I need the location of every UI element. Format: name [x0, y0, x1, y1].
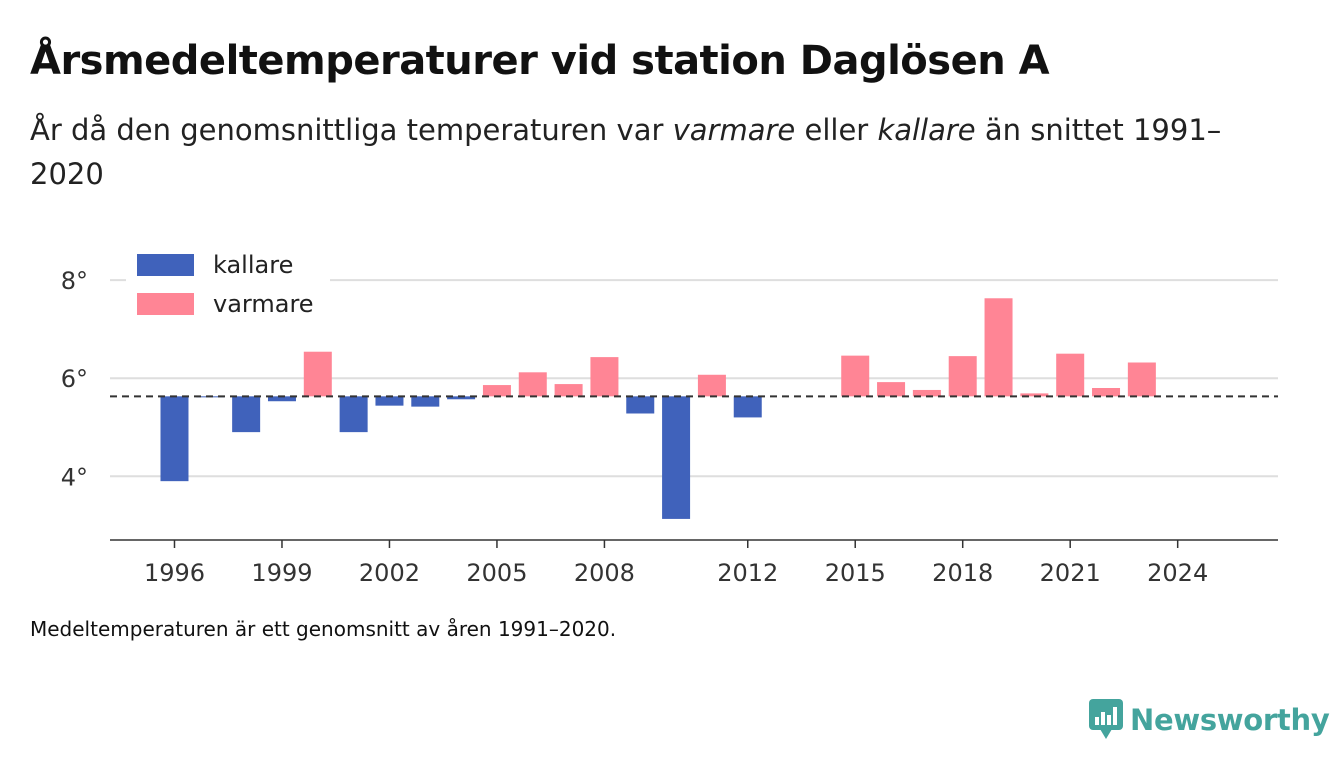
bar-kallare — [733, 396, 762, 418]
subtitle-warm: varmare — [672, 113, 796, 147]
bar-kallare — [267, 396, 296, 402]
legend-swatch-kallare — [137, 254, 194, 276]
x-tick-label: 2005 — [466, 559, 527, 587]
subtitle-cold: kallare — [877, 113, 976, 147]
bar-varmare — [1092, 388, 1121, 397]
x-tick-label: 2002 — [359, 559, 420, 587]
bar-kallare — [626, 396, 655, 414]
bar-kallare — [375, 396, 404, 406]
x-tick-label: 2008 — [574, 559, 635, 587]
bar-varmare — [697, 374, 726, 397]
bar-varmare — [912, 389, 941, 397]
y-tick-label: 6° — [61, 365, 88, 393]
newsworthy-logo-icon — [1089, 699, 1123, 739]
bar-varmare — [1127, 362, 1156, 397]
bar-varmare — [518, 372, 547, 397]
subtitle-prefix: År då den genomsnittliga temperaturen va… — [30, 113, 673, 147]
x-tick-label: 1999 — [251, 559, 312, 587]
bar-varmare — [877, 382, 906, 397]
chart-title: Årsmedeltemperaturer vid station Daglöse… — [30, 38, 1050, 84]
bar-kallare — [160, 396, 189, 482]
legend-label-kallare: kallare — [213, 251, 293, 279]
x-tick-label: 2012 — [717, 559, 778, 587]
bar-varmare — [303, 351, 332, 397]
bar-kallare — [662, 396, 691, 519]
bar-varmare — [482, 385, 511, 397]
x-tick-label: 2018 — [932, 559, 993, 587]
bar-varmare — [841, 355, 870, 397]
bar-kallare — [232, 396, 261, 433]
bar-kallare — [411, 396, 440, 407]
brand-name: Newsworthy — [1130, 703, 1330, 737]
bar-kallare — [447, 396, 476, 400]
legend-swatch-varmare — [137, 293, 194, 315]
x-tick-label: 2021 — [1040, 559, 1101, 587]
bar-varmare — [590, 357, 619, 397]
bar-varmare — [554, 384, 583, 397]
y-tick-label: 8° — [61, 267, 88, 295]
y-tick-label: 4° — [61, 463, 88, 491]
legend-label-varmare: varmare — [213, 290, 314, 318]
bar-varmare — [1020, 393, 1049, 397]
bar-kallare — [339, 396, 368, 433]
x-tick-label: 1996 — [144, 559, 205, 587]
footnote: Medeltemperaturen är ett genomsnitt av å… — [30, 617, 617, 641]
bar-varmare — [1056, 353, 1085, 397]
x-tick-label: 2015 — [825, 559, 886, 587]
chart-subtitle: År då den genomsnittliga temperaturen va… — [30, 108, 1230, 196]
bar-varmare — [984, 298, 1013, 397]
x-tick-label: 2024 — [1147, 559, 1208, 587]
subtitle-mid: eller — [795, 113, 878, 147]
brand-logo[interactable]: Newsworthy — [1088, 698, 1330, 742]
bar-varmare — [948, 356, 977, 397]
subtitle-suffix: än snittet 1991–2020 — [30, 113, 1222, 191]
